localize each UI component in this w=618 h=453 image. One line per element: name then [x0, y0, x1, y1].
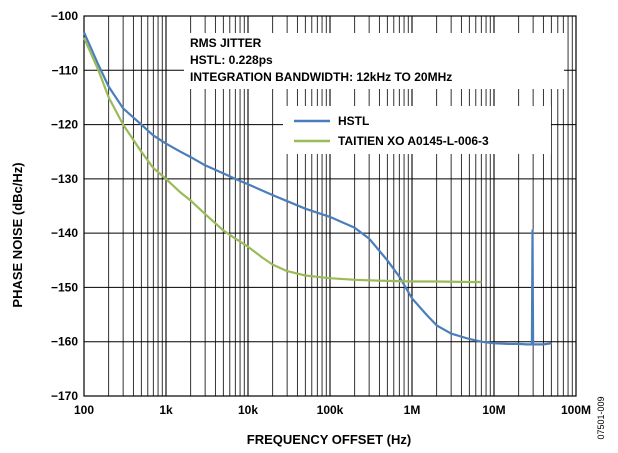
annotation-line-2: HSTL: 0.228ps — [190, 53, 273, 67]
y-tick-label: −100 — [51, 9, 78, 23]
annotation-line-1: RMS JITTER — [190, 36, 262, 50]
x-tick-label: 100M — [561, 403, 591, 417]
legend-label-taitien: TAITIEN XO A0145-L-006-3 — [338, 134, 489, 148]
series-line-1 — [82, 37, 482, 284]
y-tick-label: −130 — [51, 172, 78, 186]
y-tick-label: −160 — [51, 335, 78, 349]
annotation-box: RMS JITTER HSTL: 0.228ps INTEGRATION BAN… — [184, 33, 564, 89]
x-tick-label: 1M — [404, 403, 421, 417]
y-tick-label: −150 — [51, 280, 78, 294]
x-tick-label: 10k — [238, 403, 258, 417]
y-tick-label: −120 — [51, 118, 78, 132]
y-tick-label: −170 — [51, 389, 78, 403]
x-tick-label: 100k — [317, 403, 344, 417]
x-tick-label: 10M — [482, 403, 505, 417]
annotation-line-3: INTEGRATION BANDWIDTH: 12kHz TO 20MHz — [190, 70, 452, 84]
x-tick-label: 100 — [74, 403, 94, 417]
data-series — [82, 31, 552, 346]
y-tick-label: −110 — [52, 63, 79, 77]
x-axis-title: FREQUENCY OFFSET (Hz) — [247, 432, 411, 447]
legend: HSTL TAITIEN XO A0145-L-006-3 — [283, 106, 551, 154]
y-axis-title: PHASE NOISE (dBc/Hz) — [10, 162, 25, 307]
x-tick-label: 1k — [159, 403, 173, 417]
x-axis-tick-labels: 100 1k 10k 100k 1M 10M 100M — [74, 403, 591, 417]
plot-area-frame — [83, 15, 577, 397]
legend-label-hstl: HSTL — [338, 114, 369, 128]
series-line-0 — [82, 31, 552, 346]
y-tick-label: −140 — [51, 226, 78, 240]
y-axis-tick-labels: −100 −110 −120 −130 −140 −150 −160 −170 — [51, 9, 78, 403]
figure-id: 07501-009 — [596, 396, 606, 439]
